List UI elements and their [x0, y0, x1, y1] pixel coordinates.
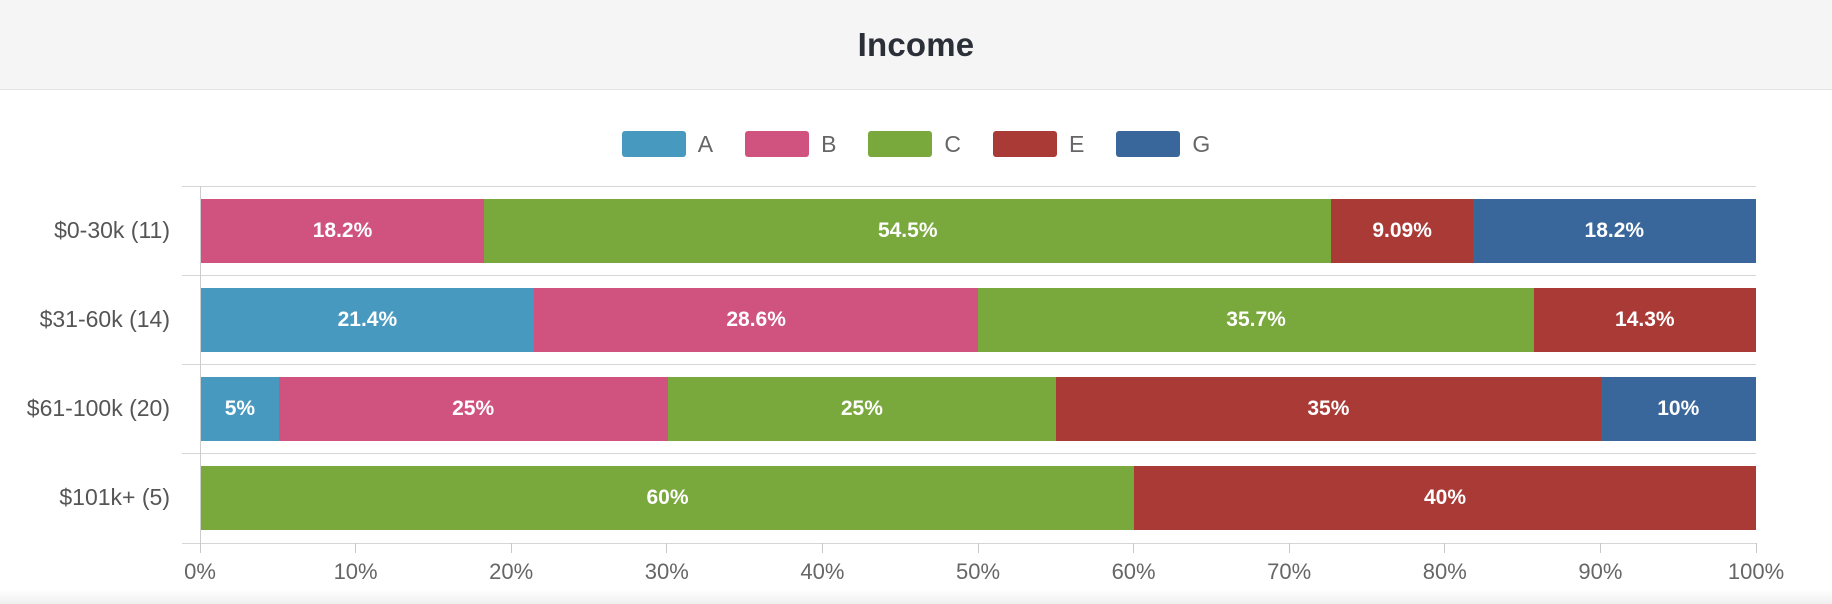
x-tick — [1599, 543, 1601, 553]
category-label: $101k+ (5) — [59, 484, 170, 511]
grid-line — [182, 185, 1756, 187]
x-tick-label: 10% — [333, 559, 378, 584]
legend-swatch — [1116, 131, 1181, 157]
legend-item-b[interactable]: B — [745, 131, 836, 158]
legend-item-c[interactable]: C — [868, 131, 961, 158]
x-tick-label: 0% — [184, 559, 216, 584]
bar-segment-g[interactable]: 18.2% — [1472, 198, 1756, 263]
x-tick — [1133, 543, 1135, 553]
legend-item-e[interactable]: E — [993, 131, 1084, 158]
bar-row: 60% 40% — [201, 466, 1756, 531]
legend-label: E — [1069, 130, 1085, 157]
x-tick-label: 20% — [489, 559, 534, 584]
x-tick — [821, 543, 823, 553]
legend-label: G — [1192, 130, 1211, 157]
footer-strip — [0, 590, 1832, 604]
bar-segment-e[interactable]: 35% — [1056, 377, 1601, 442]
legend-label: B — [821, 130, 837, 157]
legend-swatch — [621, 131, 686, 157]
x-tick-label: 60% — [1111, 559, 1156, 584]
grid-line — [182, 364, 1756, 365]
chart-title: Income — [857, 25, 975, 63]
bar-value-label: 28.6% — [726, 307, 786, 331]
bar-value-label: 40% — [1423, 486, 1467, 510]
bar-value-label: 25% — [840, 397, 883, 421]
x-tick — [1755, 543, 1757, 553]
bar-row: 5% 25% 25% 35% 10% — [201, 377, 1756, 442]
bar-value-label: 25% — [452, 397, 495, 421]
bar-segment-e[interactable]: 14.3% — [1533, 287, 1756, 352]
category-label: $61-100k (20) — [26, 395, 170, 422]
category-label: $31-60k (14) — [39, 305, 170, 332]
bar-value-label: 14.3% — [1615, 307, 1675, 331]
bar-row: 18.2% 54.5% 9.09% 18.2% — [201, 198, 1756, 263]
bar-value-label: 5% — [224, 397, 256, 421]
bar-value-label: 54.5% — [877, 218, 938, 242]
legend-swatch — [993, 131, 1058, 157]
bar-segment-e[interactable]: 9.09% — [1331, 198, 1473, 263]
x-tick — [666, 543, 668, 553]
bar-value-label: 10% — [1657, 397, 1700, 421]
x-tick-label: 50% — [955, 559, 1001, 584]
x-tick — [510, 543, 512, 553]
bar-value-label: 35.7% — [1226, 307, 1286, 331]
legend-swatch — [868, 131, 933, 157]
bar-segment-e[interactable]: 40% — [1134, 466, 1756, 531]
bar-segment-b[interactable]: 28.6% — [533, 287, 979, 352]
bar-segment-g[interactable]: 10% — [1600, 377, 1756, 442]
x-tick — [199, 543, 201, 553]
bar-segment-c[interactable]: 54.5% — [484, 198, 1332, 263]
x-tick — [1288, 543, 1290, 553]
x-tick-label: 40% — [800, 559, 845, 584]
bar-segment-c[interactable]: 35.7% — [978, 287, 1534, 352]
bar-value-label: 60% — [646, 486, 689, 510]
legend-item-g[interactable]: G — [1116, 131, 1210, 158]
legend-label: C — [944, 130, 962, 157]
x-tick-label: 80% — [1422, 559, 1467, 584]
bar-segment-c[interactable]: 60% — [201, 466, 1134, 531]
legend-label: A — [697, 130, 714, 157]
chart-header: Income — [0, 0, 1832, 90]
bar-segment-a[interactable]: 21.4% — [201, 287, 534, 352]
x-tick-label: 90% — [1578, 559, 1623, 584]
bar-segment-b[interactable]: 25% — [278, 377, 668, 442]
bar-value-label: 21.4% — [337, 307, 398, 331]
x-tick — [1444, 543, 1446, 553]
y-axis-line — [200, 186, 201, 543]
category-label: $0-30k (11) — [54, 216, 170, 243]
legend-item-a[interactable]: A — [621, 130, 714, 158]
x-tick — [977, 543, 979, 553]
bar-segment-b[interactable]: 18.2% — [201, 198, 484, 263]
bar-row: 21.4% 28.6% 35.7% 14.3% — [201, 287, 1756, 352]
grid-line — [182, 274, 1756, 276]
bar-value-label: 18.2% — [1584, 218, 1645, 242]
legend-swatch — [745, 131, 810, 157]
bar-segment-c[interactable]: 25% — [667, 377, 1057, 442]
x-tick-label: 100% — [1727, 559, 1785, 584]
bar-segment-a[interactable]: 5% — [201, 377, 279, 442]
bar-value-label: 18.2% — [312, 218, 373, 242]
x-axis-line — [182, 542, 1756, 544]
x-tick-label: 30% — [644, 559, 689, 584]
x-tick-label: 70% — [1267, 559, 1312, 584]
grid-line — [182, 453, 1756, 455]
x-tick — [355, 543, 357, 553]
bar-value-label: 9.09% — [1372, 218, 1432, 242]
bar-value-label: 35% — [1307, 397, 1350, 421]
